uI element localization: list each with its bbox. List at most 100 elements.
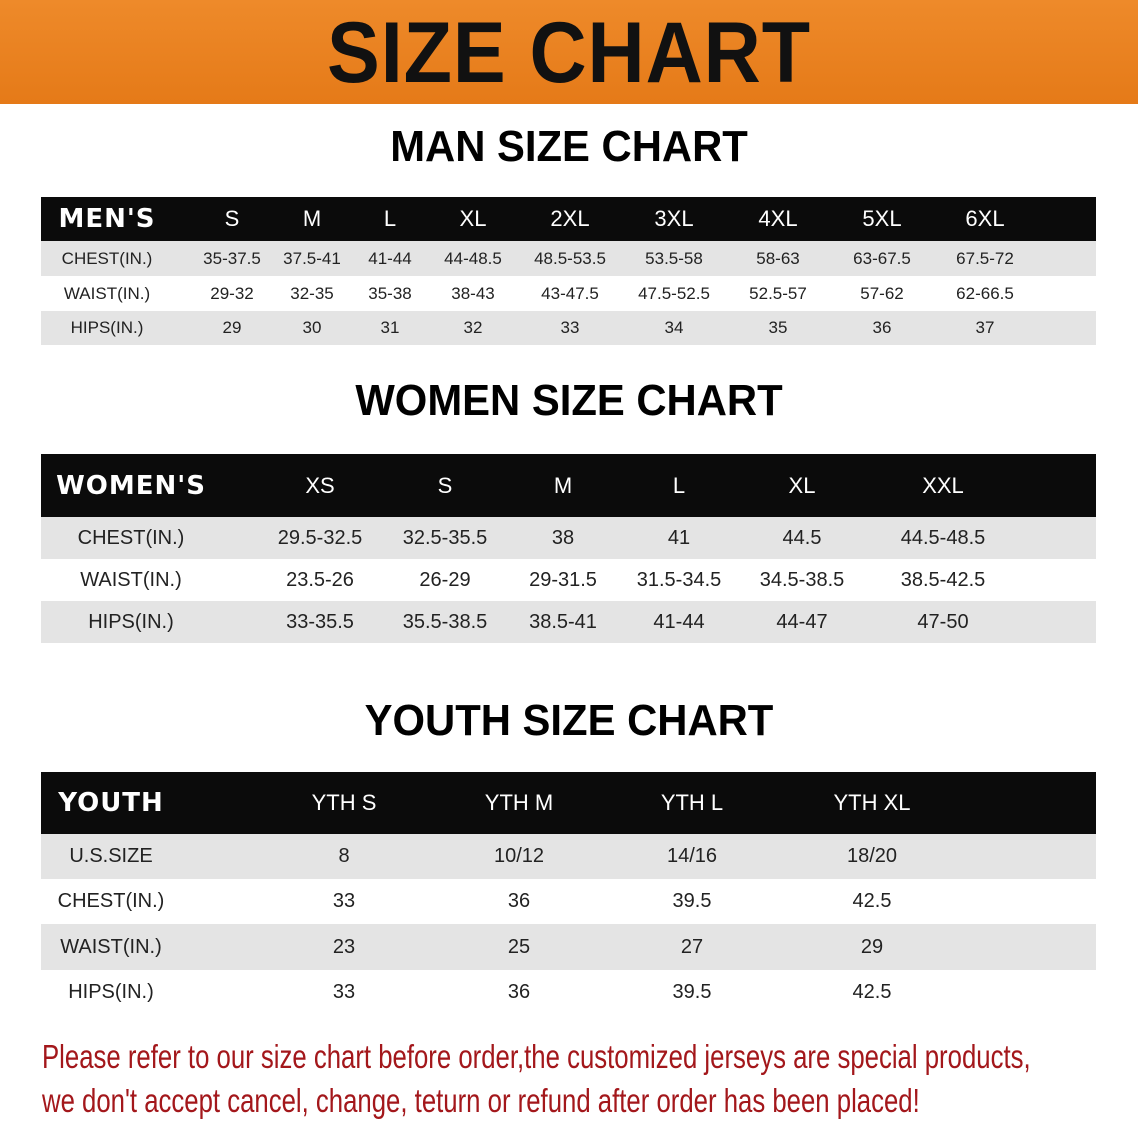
size-header-cell: 5XL <box>862 206 902 231</box>
measurement-cell: 41 <box>667 526 691 549</box>
size-header-cell: YTH S <box>311 790 377 815</box>
measurement-cell: 38-43 <box>451 283 495 303</box>
header-row: WOMEN'S XS S M L XL XXL <box>41 454 1096 517</box>
measurement-cell: 35-37.5 <box>203 248 261 268</box>
size-header-cell: XL <box>788 472 816 498</box>
banner-title: SIZE CHART <box>327 5 811 101</box>
measurement-cell: 42.5 <box>852 981 892 1003</box>
header-row: YOUTH YTH S YTH M YTH L YTH XL <box>41 772 1096 834</box>
measurement-cell: 44.5-48.5 <box>900 526 986 549</box>
measurement-cell: 43-47.5 <box>541 283 599 303</box>
table-row: WAIST(IN.) 23.5-26 26-29 29-31.5 31.5-34.5 34… <box>41 559 1096 601</box>
measurement-cell: 44-47 <box>776 610 828 633</box>
measurement-cell: 23 <box>332 935 356 958</box>
size-header-cell: 3XL <box>654 206 694 231</box>
measurement-cell: 36 <box>507 981 531 1003</box>
measurement-cell: 33 <box>332 890 356 912</box>
size-header-cell: XXL <box>922 472 964 498</box>
table-row: U.S.SIZE 8 10/12 14/16 18/20 <box>41 834 1096 879</box>
table-row: CHEST(IN.) 29.5-32.5 32.5-35.5 38 41 44.5 44.5… <box>41 517 1096 559</box>
row-label: WAIST(IN.) <box>60 935 162 958</box>
row-label: CHEST(IN.) <box>57 890 165 912</box>
measurement-cell: 47-50 <box>917 610 969 633</box>
table-row: CHEST(IN.) 33 36 39.5 42.5 <box>41 879 1096 924</box>
measurement-cell: 32.5-35.5 <box>402 526 488 549</box>
measurement-cell: 41-44 <box>368 248 412 268</box>
row-label: WOMEN'S <box>56 470 206 501</box>
row-label: WAIST(IN.) <box>63 283 151 303</box>
measurement-cell: 33-35.5 <box>286 610 354 633</box>
table-row: HIPS(IN.) 29 30 31 32 33 34 35 36 37 <box>41 311 1096 345</box>
measurement-cell: 33 <box>560 318 580 337</box>
size-header-cell: S <box>224 206 240 231</box>
measurement-cell: 47.5-52.5 <box>638 283 710 303</box>
measurement-cell: 39.5 <box>672 981 712 1003</box>
row-label: HIPS(IN.) <box>70 318 144 337</box>
measurement-cell: 31.5-34.5 <box>636 568 722 591</box>
measurement-cell: 25 <box>507 935 531 958</box>
banner: SIZE CHART <box>0 0 1138 104</box>
measurement-cell: 31 <box>380 318 400 337</box>
size-header-cell: XL <box>459 206 487 231</box>
size-header-cell: 2XL <box>550 206 590 231</box>
measurement-cell: 36 <box>507 890 531 912</box>
measurement-cell: 53.5-58 <box>645 248 703 268</box>
size-header-cell: L <box>672 472 686 498</box>
measurement-cell: 67.5-72 <box>956 248 1014 268</box>
size-header-cell: 6XL <box>965 206 1005 231</box>
measurement-cell: 58-63 <box>756 248 800 268</box>
measurement-cell: 8 <box>338 845 350 867</box>
row-label: CHEST(IN.) <box>77 526 185 549</box>
size-header-cell: YTH M <box>484 790 554 815</box>
measurement-cell: 36 <box>872 318 892 337</box>
size-header-cell: M <box>553 472 573 498</box>
measurement-cell: 10/12 <box>493 845 545 867</box>
size-header-cell: M <box>302 206 322 231</box>
row-label: MEN'S <box>58 204 156 234</box>
measurement-cell: 42.5 <box>852 890 892 912</box>
row-label: YOUTH <box>58 788 164 818</box>
row-label: HIPS(IN.) <box>68 981 154 1003</box>
table-row: WAIST(IN.) 29-32 32-35 35-38 38-43 43-47.5 47.… <box>41 276 1096 311</box>
measurement-cell: 44.5 <box>782 526 822 549</box>
size-header-cell: XS <box>305 472 335 498</box>
size-header-cell: YTH L <box>660 790 724 815</box>
women-section-title: WOMEN SIZE CHART <box>355 376 783 425</box>
youth-section-title: YOUTH SIZE CHART <box>364 696 774 745</box>
table-row: CHEST(IN.) 35-37.5 37.5-41 41-44 44-48.5 48.5… <box>41 241 1096 276</box>
table-row: HIPS(IN.) 33-35.5 35.5-38.5 38.5-41 41-44 44-… <box>41 601 1096 643</box>
row-label: U.S.SIZE <box>69 845 153 867</box>
measurement-cell: 29 <box>222 318 242 337</box>
measurement-cell: 37 <box>975 318 995 337</box>
measurement-cell: 57-62 <box>860 283 904 303</box>
measurement-cell: 30 <box>302 318 322 337</box>
measurement-cell: 38.5-41 <box>529 610 597 633</box>
measurement-cell: 29.5-32.5 <box>277 526 363 549</box>
measurement-cell: 35-38 <box>368 283 412 303</box>
measurement-cell: 26-29 <box>419 568 471 591</box>
measurement-cell: 23.5-26 <box>286 568 354 591</box>
measurement-cell: 29-31.5 <box>529 568 597 591</box>
table-row: HIPS(IN.) 33 36 39.5 42.5 <box>41 970 1096 1015</box>
measurement-cell: 29-32 <box>210 283 254 303</box>
measurement-cell: 37.5-41 <box>283 248 341 268</box>
measurement-cell: 32-35 <box>290 283 334 303</box>
men-section-title: MAN SIZE CHART <box>390 122 748 171</box>
header-row: MEN'S S M L XL 2XL 3XL 4XL 5XL 6XL <box>41 197 1096 241</box>
measurement-cell: 34.5-38.5 <box>759 568 845 591</box>
size-header-cell: L <box>383 206 397 231</box>
measurement-cell: 39.5 <box>672 890 712 912</box>
measurement-cell: 35 <box>768 318 788 337</box>
measurement-cell: 33 <box>332 981 356 1003</box>
measurement-cell: 38.5-42.5 <box>900 568 986 591</box>
table-row: WAIST(IN.) 23 25 27 29 <box>41 924 1096 970</box>
measurement-cell: 14/16 <box>666 845 718 867</box>
size-header-cell: YTH XL <box>833 790 911 815</box>
row-label: HIPS(IN.) <box>88 610 174 633</box>
policy-note-line-2: we don't accept cancel, change, teturn o… <box>42 1082 920 1119</box>
measurement-cell: 29 <box>860 935 884 958</box>
row-label: CHEST(IN.) <box>61 248 153 268</box>
size-header-cell: 4XL <box>758 206 798 231</box>
measurement-cell: 34 <box>664 318 684 337</box>
measurement-cell: 41-44 <box>653 610 705 633</box>
